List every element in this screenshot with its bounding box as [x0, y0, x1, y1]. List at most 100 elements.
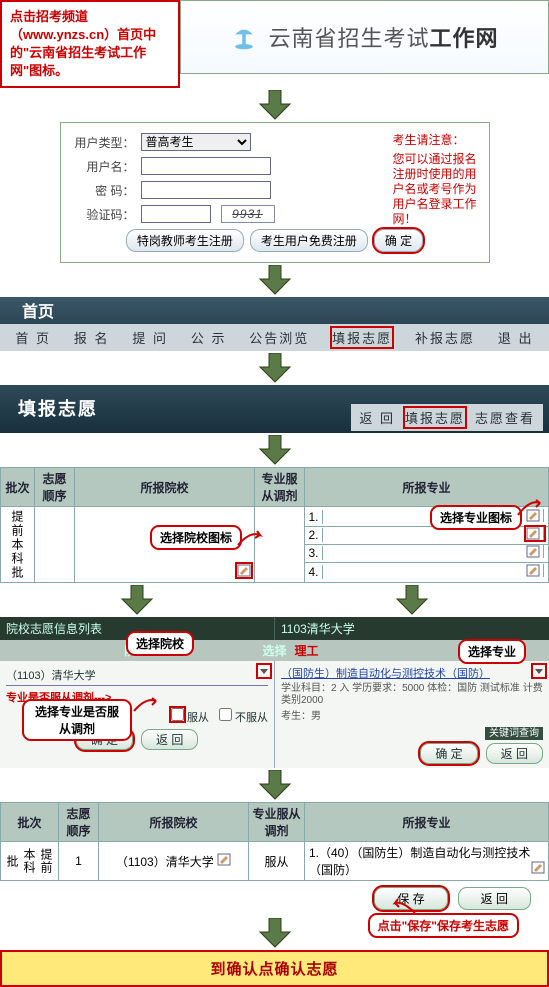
- th-major: 所报专业: [305, 468, 549, 507]
- final-step: 到确认点确认志愿: [0, 950, 549, 987]
- follow-cell: 服从: [249, 842, 305, 881]
- chevron-down-icon[interactable]: [533, 665, 545, 677]
- th-order: 志愿顺序: [35, 468, 75, 507]
- back-button[interactable]: 返 回: [458, 887, 531, 910]
- main-nav: 首页 首 页 报 名 提 问 公 示 公告浏览 填报志愿 补报志愿 退 出: [0, 297, 549, 351]
- top-notice-box: 点击招考频道（www.ynzs.cn）首页中的"云南省招生考试工作网"图标。: [0, 0, 180, 88]
- inst-cell: （1103）清华大学: [99, 842, 249, 881]
- volunteer-table-2: 批次 志愿顺序 所报院校 专业服从调剂 所报专业 提前本科批 1 （1103）清…: [0, 802, 549, 881]
- inst-edit-icon[interactable]: [237, 564, 251, 577]
- callout-sel-inst: 选择院校: [126, 631, 194, 656]
- th-follow: 专业服从调剂: [255, 468, 305, 507]
- confirm-login-button[interactable]: 确 定: [374, 229, 423, 252]
- major-edit-icon[interactable]: [526, 527, 544, 540]
- panel-hdr-right: 1103清华大学: [274, 617, 549, 640]
- flow-arrow-5a: [120, 583, 154, 617]
- callout-arrow-icon: [389, 897, 419, 920]
- batch-cell: 提前本科批: [1, 507, 35, 583]
- captcha-label: 验证码：: [75, 206, 135, 223]
- callout-inst: 选择院校图标: [150, 525, 242, 550]
- nav-item[interactable]: 首 页: [15, 328, 51, 347]
- flow-arrow-2: [0, 263, 549, 297]
- tab-view[interactable]: 志愿查看: [475, 408, 535, 427]
- username-label: 用户名：: [75, 158, 135, 175]
- nav-item[interactable]: 提 问: [132, 328, 168, 347]
- ok-button-r[interactable]: 确 定: [420, 743, 477, 764]
- captcha-input[interactable]: [141, 205, 211, 223]
- th-inst: 所报院校: [75, 468, 255, 507]
- th-inst: 所报院校: [99, 803, 249, 842]
- banner-bold: 工作网: [430, 26, 499, 51]
- flow-arrow-6: [0, 768, 549, 802]
- tab-back[interactable]: 返 回: [359, 408, 395, 427]
- major-edit-icon[interactable]: [526, 545, 544, 558]
- nav-item-fill[interactable]: 填报志愿: [332, 328, 392, 347]
- captcha-image[interactable]: 9931: [221, 205, 275, 223]
- username-input[interactable]: [141, 157, 271, 175]
- password-input[interactable]: [141, 181, 271, 199]
- nav-item[interactable]: 补报志愿: [415, 328, 475, 347]
- password-label: 密 码：: [75, 182, 135, 199]
- major-row-4: 4.: [305, 563, 548, 581]
- flow-arrow-3: [0, 351, 549, 385]
- table-header-row: 批次 志愿顺序 所报院校 专业服从调剂 所报专业: [1, 803, 549, 842]
- nav-item[interactable]: 公 示: [191, 328, 227, 347]
- usertype-select[interactable]: 普高考生: [141, 133, 251, 151]
- usertype-label: 用户类型：: [75, 134, 135, 151]
- callout-arrow-icon: [236, 527, 266, 550]
- major-cell: 1.（40）（国防生）制造自动化与测控技术（国防）: [305, 842, 549, 881]
- lamp-icon: [230, 23, 258, 51]
- nav-items: 首 页 报 名 提 问 公 示 公告浏览 填报志愿 补报志愿 退 出: [0, 324, 549, 351]
- th-order: 志愿顺序: [59, 803, 99, 842]
- callout-arrow-icon: [514, 497, 544, 520]
- nav-item[interactable]: 公告浏览: [249, 328, 309, 347]
- nav-home[interactable]: 首页: [0, 298, 549, 324]
- batch-cell: 提前本科批: [1, 842, 59, 881]
- order-cell: 1: [59, 842, 99, 881]
- order-cell: [35, 507, 75, 583]
- teacher-register-button[interactable]: 特岗教师考生注册: [126, 229, 244, 252]
- keyword-label: 关键词查询: [281, 722, 543, 739]
- section-tabs: 返 回 填报志愿 志愿查看: [351, 404, 543, 431]
- notice-body: 您可以通过报名注册时使用的用户名或考号作为用户名登录工作网！: [393, 152, 479, 227]
- callout-arrow-icon: [130, 695, 160, 718]
- banner-prefix: 云南省招生考试: [268, 26, 429, 51]
- callout-major: 选择专业图标: [430, 505, 522, 530]
- back-button-r[interactable]: 返 回: [486, 743, 543, 764]
- follow-checkbox[interactable]: 服从: [171, 708, 209, 725]
- major-subtext2: 考生：男: [281, 707, 543, 722]
- table-row: 提前本科批 1 （1103）清华大学 服从 1.（40）（国防生）制造自动化与测…: [1, 842, 549, 881]
- major-subtext: 学业科目：2 入 学历要求：5000 体检：国防 测试标准 计费类别2000: [281, 681, 543, 707]
- major-detail[interactable]: （国防生）制造自动化与测控技术（国防）: [281, 665, 543, 681]
- section-title: 填报志愿: [18, 395, 98, 421]
- flow-arrow-4: [0, 433, 549, 467]
- section-bar: 填报志愿 返 回 填报志愿 志愿查看: [0, 385, 549, 433]
- banner-title: 云南省招生考试工作网: [268, 21, 498, 53]
- inst-edit-icon[interactable]: [217, 853, 231, 866]
- login-panel: 用户类型： 普高考生 用户名： 密 码： 验证码： 9931 考生请注意： 您可…: [60, 122, 490, 263]
- tab-fill[interactable]: 填报志愿: [405, 408, 465, 427]
- site-banner: 云南省招生考试工作网: [180, 0, 549, 74]
- major-edit-icon[interactable]: [531, 861, 545, 874]
- callout-sel-major: 选择专业: [458, 639, 526, 664]
- callout-follow: 选择专业是否服从调剂: [22, 699, 132, 741]
- flow-arrow-1: [0, 88, 549, 122]
- bottom-bar: 保 存 返 回: [0, 881, 549, 916]
- nav-item[interactable]: 退 出: [498, 328, 534, 347]
- free-register-button[interactable]: 考生用户免费注册: [250, 229, 368, 252]
- nav-item[interactable]: 报 名: [74, 328, 110, 347]
- major-row-3: 3.: [305, 545, 548, 563]
- th-major: 所报专业: [305, 803, 549, 842]
- notfollow-checkbox[interactable]: 不服从: [219, 708, 268, 725]
- inst-row: （1103）清华大学: [6, 665, 268, 685]
- major-edit-icon[interactable]: [526, 564, 544, 577]
- back-button[interactable]: 返 回: [141, 729, 198, 750]
- th-batch: 批次: [1, 468, 35, 507]
- flow-arrow-5b: [395, 583, 429, 617]
- col-select: 选择: [255, 642, 295, 659]
- chevron-down-icon[interactable]: [258, 665, 270, 677]
- table-header-row: 批次 志愿顺序 所报院校 专业服从调剂 所报专业: [1, 468, 549, 507]
- th-batch: 批次: [1, 803, 59, 842]
- th-follow: 专业服从调剂: [249, 803, 305, 842]
- login-notice: 考生请注意： 您可以通过报名注册时使用的用户名或考号作为用户名登录工作网！: [393, 133, 479, 227]
